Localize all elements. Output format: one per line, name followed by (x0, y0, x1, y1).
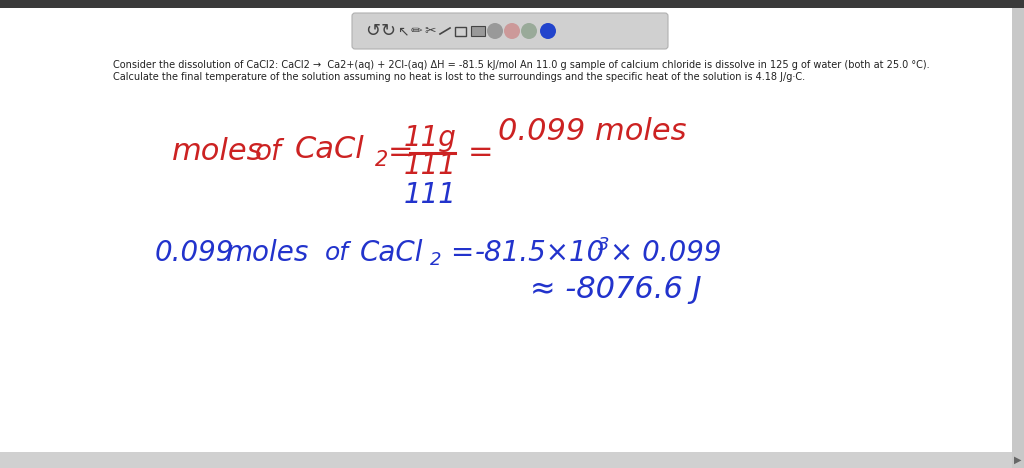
Circle shape (487, 23, 503, 39)
Text: ✂: ✂ (424, 24, 436, 38)
Text: 3: 3 (598, 236, 609, 254)
Text: CaCl: CaCl (360, 239, 424, 267)
Text: =: = (388, 138, 414, 167)
Text: 0.099 moles: 0.099 moles (498, 117, 686, 146)
Circle shape (540, 23, 556, 39)
Text: moles: moles (225, 239, 308, 267)
Text: Calculate the final temperature of the solution assuming no heat is lost to the : Calculate the final temperature of the s… (113, 72, 805, 82)
Text: =: = (468, 138, 494, 167)
Text: =: = (450, 239, 473, 267)
Circle shape (521, 23, 537, 39)
Bar (1012, 8, 1024, 468)
FancyBboxPatch shape (352, 13, 668, 49)
Text: of: of (255, 138, 282, 166)
Text: 111: 111 (403, 152, 457, 180)
Text: ↖: ↖ (397, 24, 409, 38)
Bar (0, 452, 1012, 468)
Bar (471, 26, 485, 36)
Text: 11g: 11g (403, 124, 457, 152)
Text: × 0.099: × 0.099 (610, 239, 722, 267)
Text: 2: 2 (430, 251, 441, 269)
Text: CaCl: CaCl (295, 136, 365, 164)
Text: 0.099: 0.099 (155, 239, 234, 267)
Text: ↻: ↻ (381, 22, 395, 40)
Circle shape (504, 23, 520, 39)
Bar (0, 0, 1024, 8)
Text: 111: 111 (403, 181, 457, 209)
Text: ≈ -8076.6 J: ≈ -8076.6 J (530, 276, 701, 305)
Text: ↺: ↺ (366, 22, 381, 40)
Text: moles: moles (172, 138, 263, 167)
Text: Consider the dissolution of CaCl2: CaCl2 →  Ca2+(aq) + 2Cl-(aq) ΔH = -81.5 kJ/mo: Consider the dissolution of CaCl2: CaCl2… (113, 60, 930, 70)
Bar (455, 27, 466, 36)
Text: ✏: ✏ (411, 24, 422, 38)
Text: of: of (325, 241, 349, 265)
Text: ▶: ▶ (1014, 455, 1022, 465)
Text: -81.5×10: -81.5×10 (475, 239, 605, 267)
Text: 2: 2 (375, 150, 388, 170)
